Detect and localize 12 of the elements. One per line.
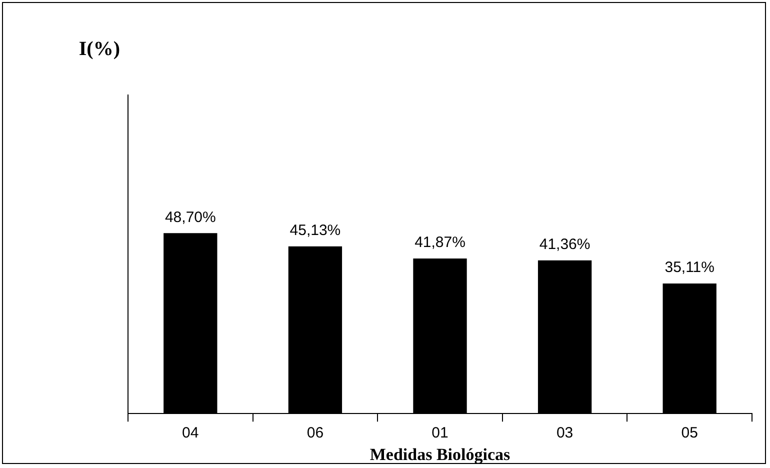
data-label: 45,13% [290, 222, 341, 240]
x-axis-title: Medidas Biológicas [370, 445, 511, 464]
y-axis-title: I(%) [78, 38, 120, 60]
data-label: 41,36% [539, 236, 590, 254]
data-label: 35,11% [664, 259, 714, 276]
x-tick-label: 03 [556, 424, 574, 442]
x-tick-label: 04 [182, 424, 199, 442]
data-label: 41,87% [414, 234, 466, 252]
data-label: 48,70% [164, 208, 216, 226]
x-tick-label: 05 [681, 424, 698, 442]
x-tick-label: 01 [432, 424, 448, 442]
x-tick-label: 06 [306, 424, 324, 442]
